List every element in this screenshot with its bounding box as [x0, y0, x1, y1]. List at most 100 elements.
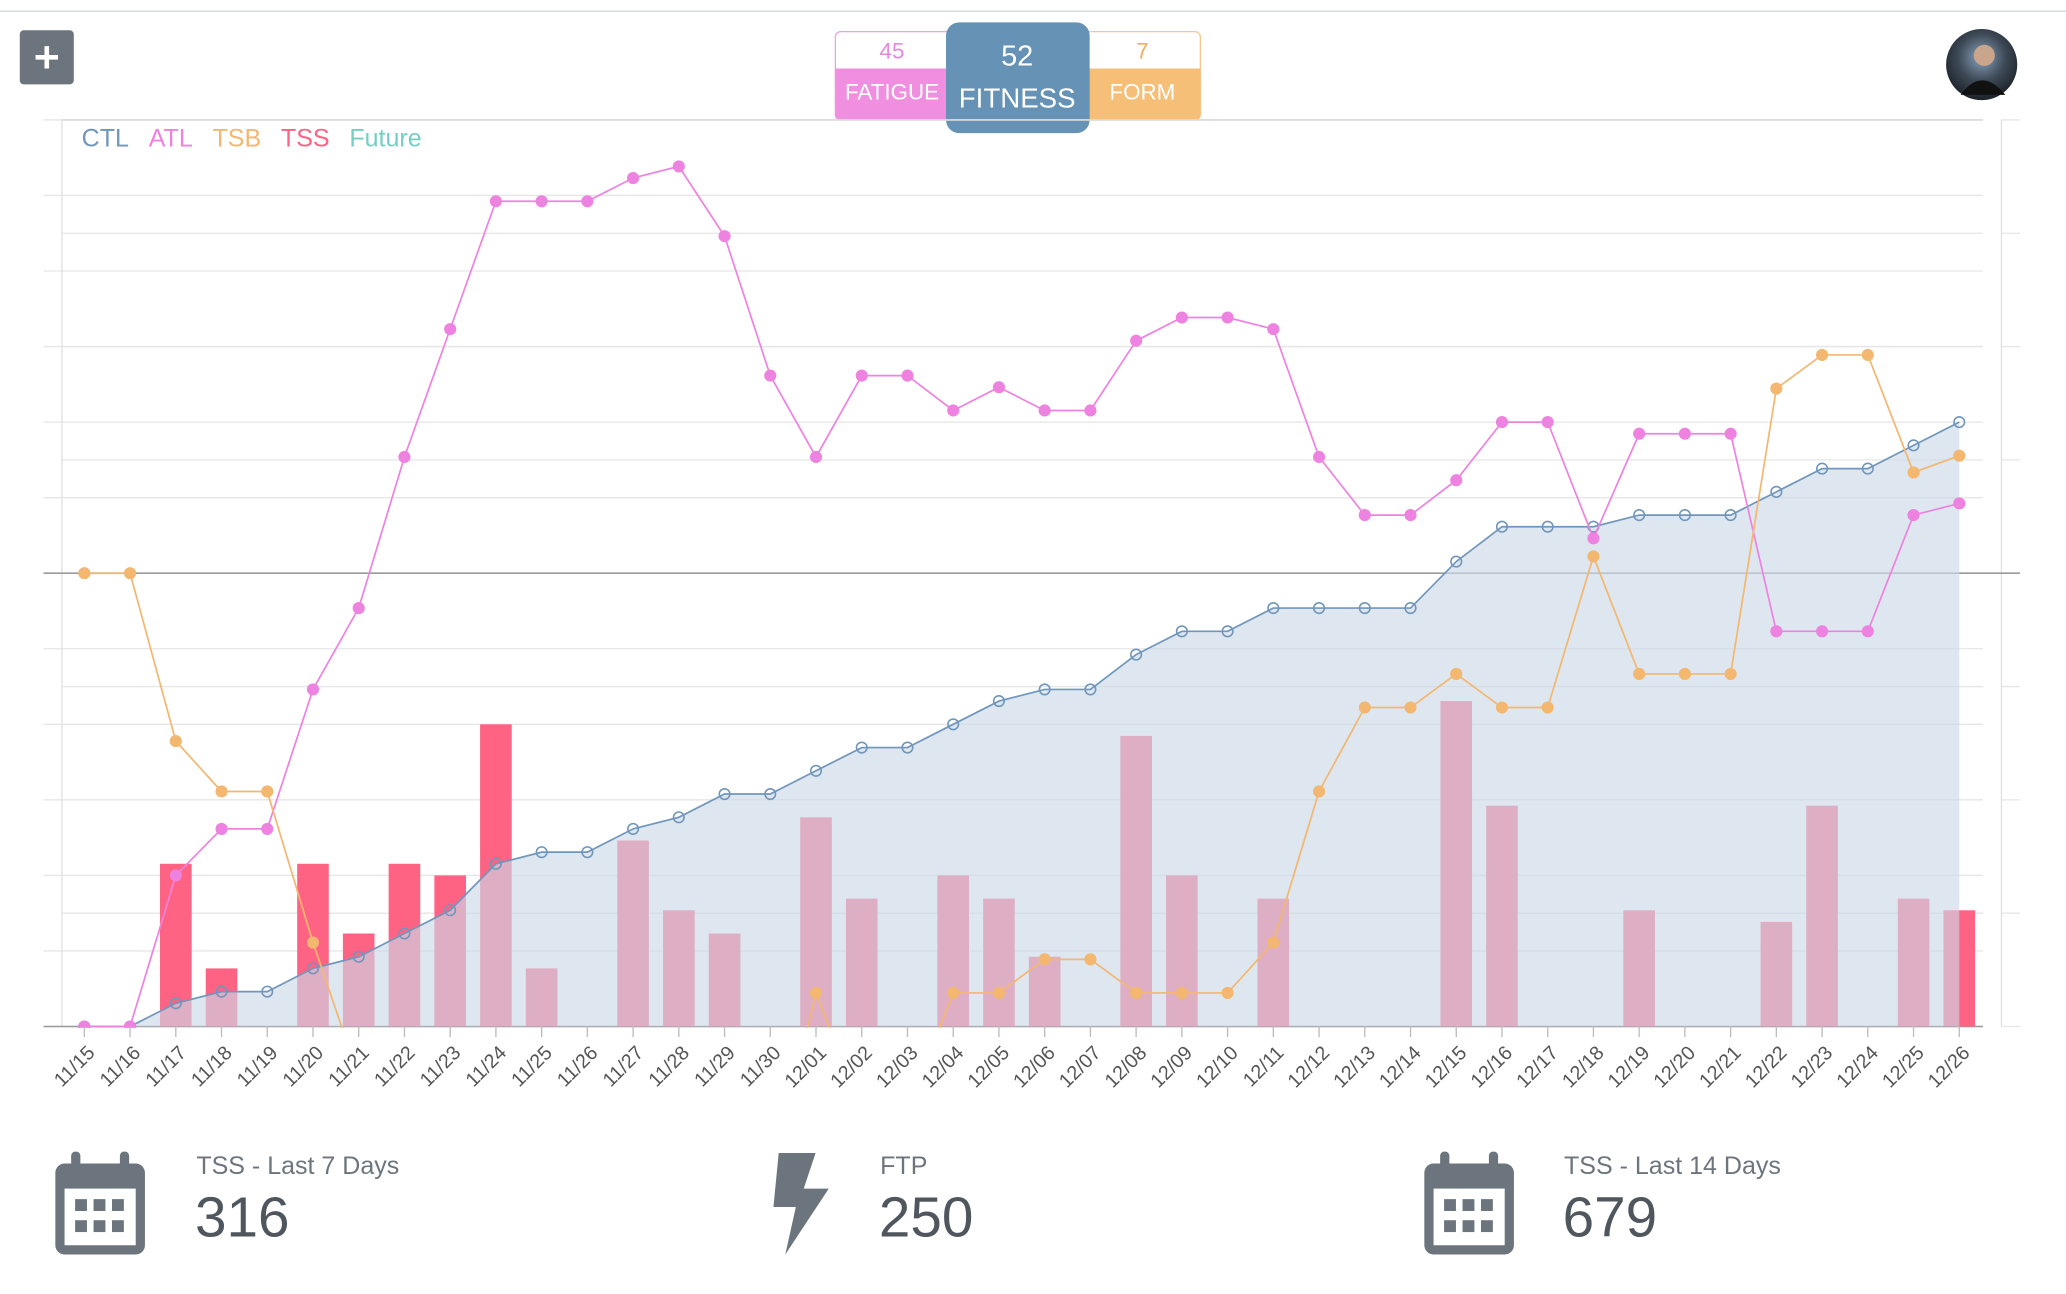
- point: [1038, 953, 1051, 966]
- point: [1267, 936, 1280, 949]
- point: [947, 718, 960, 731]
- point: [1221, 986, 1234, 999]
- point: [1587, 550, 1600, 563]
- point: [947, 986, 960, 999]
- x-tick-label: 11/28: [644, 1042, 693, 1091]
- point: [992, 694, 1005, 708]
- x-tick-label: 12/13: [1329, 1042, 1380, 1093]
- x-tick-label: 12/25: [1878, 1042, 1929, 1093]
- point: [444, 323, 457, 336]
- point: [1541, 416, 1554, 429]
- point: [992, 381, 1005, 394]
- point: [261, 785, 274, 798]
- point: [1312, 450, 1326, 464]
- point: [78, 1020, 91, 1028]
- point: [1404, 602, 1417, 615]
- point: [1724, 667, 1737, 681]
- x-tick-label: 11/15: [50, 1042, 99, 1091]
- point: [261, 822, 274, 835]
- x-tick-label: 11/27: [599, 1042, 648, 1091]
- avatar[interactable]: [1946, 28, 2018, 101]
- point: [78, 567, 91, 580]
- x-tick-label: 12/17: [1512, 1042, 1563, 1093]
- stat-value: 316: [195, 1186, 290, 1249]
- point: [535, 846, 548, 859]
- point: [1358, 701, 1371, 714]
- point: [1861, 462, 1874, 475]
- point: [1450, 474, 1463, 487]
- x-tick-label: 11/19: [233, 1042, 282, 1091]
- point: [947, 404, 960, 417]
- point: [399, 1256, 410, 1267]
- point: [1907, 439, 1920, 452]
- point: [1038, 404, 1051, 417]
- point: [809, 986, 823, 999]
- point: [169, 735, 182, 748]
- x-tick-label: 12/12: [1284, 1042, 1335, 1093]
- point: [398, 450, 411, 464]
- fitness-label: FITNESS: [959, 82, 1076, 113]
- stat-label: FTP: [880, 1152, 927, 1180]
- point: [1816, 625, 1829, 638]
- series-line: [84, 421, 1960, 1028]
- x-tick-label: 12/06: [1009, 1042, 1060, 1093]
- point: [764, 787, 777, 801]
- x-tick-label: 12/08: [1101, 1042, 1152, 1093]
- x-tick-label: 11/18: [187, 1042, 236, 1091]
- point: [1633, 509, 1646, 522]
- series-line: [84, 165, 1960, 1028]
- point: [1633, 427, 1646, 440]
- legend-entry: ATL: [149, 124, 193, 152]
- fatigue-value: 45: [880, 39, 905, 64]
- x-tick-label: 12/16: [1467, 1042, 1518, 1093]
- point: [306, 962, 320, 975]
- point: [1450, 555, 1463, 568]
- point: [1267, 323, 1280, 336]
- point: [1175, 311, 1188, 324]
- point: [1404, 701, 1417, 714]
- x-tick-label: 12/23: [1787, 1042, 1838, 1093]
- x-tick-label: 11/21: [324, 1042, 373, 1091]
- x-tick-label: 11/20: [279, 1042, 328, 1091]
- point: [901, 369, 914, 382]
- legend-entry: TSB: [213, 124, 262, 152]
- point: [306, 683, 320, 696]
- point: [215, 785, 228, 798]
- point: [1038, 683, 1051, 696]
- point: [1450, 667, 1463, 681]
- point: [352, 602, 365, 615]
- plot-area: [78, 160, 1976, 1267]
- stat-label: TSS - Last 14 Days: [1564, 1152, 1781, 1180]
- point: [1404, 509, 1417, 522]
- calendar-icon: [1424, 1151, 1514, 1255]
- stat-tss-7: TSS - Last 7 Days 316: [55, 1151, 399, 1255]
- x-tick-label: 12/10: [1192, 1042, 1243, 1093]
- point: [1541, 520, 1554, 533]
- x-tick-label: 12/21: [1695, 1042, 1746, 1093]
- point: [581, 846, 594, 859]
- stat-label: TSS - Last 7 Days: [196, 1152, 399, 1180]
- x-tick-label: 12/11: [1239, 1042, 1288, 1091]
- point: [672, 811, 685, 824]
- point: [1495, 416, 1509, 429]
- point: [1770, 485, 1783, 498]
- legend-entry: Future: [349, 124, 421, 152]
- add-button[interactable]: [19, 30, 74, 85]
- point: [1084, 683, 1097, 696]
- point: [1678, 509, 1691, 522]
- calendar-icon: [55, 1151, 145, 1255]
- x-tick-label: 11/24: [462, 1042, 511, 1091]
- point: [1312, 785, 1326, 798]
- point: [1907, 466, 1920, 479]
- x-tick-label: 11/22: [370, 1042, 419, 1091]
- point: [1816, 462, 1829, 475]
- x-tick-label: 11/23: [416, 1042, 465, 1091]
- x-tick-label: 12/04: [918, 1042, 969, 1093]
- point: [123, 1020, 137, 1028]
- point: [1175, 625, 1188, 638]
- point: [1907, 509, 1920, 522]
- point: [1130, 648, 1143, 661]
- form-label: FORM: [1109, 79, 1175, 104]
- fitness-badge: 52 FITNESS: [946, 22, 1090, 134]
